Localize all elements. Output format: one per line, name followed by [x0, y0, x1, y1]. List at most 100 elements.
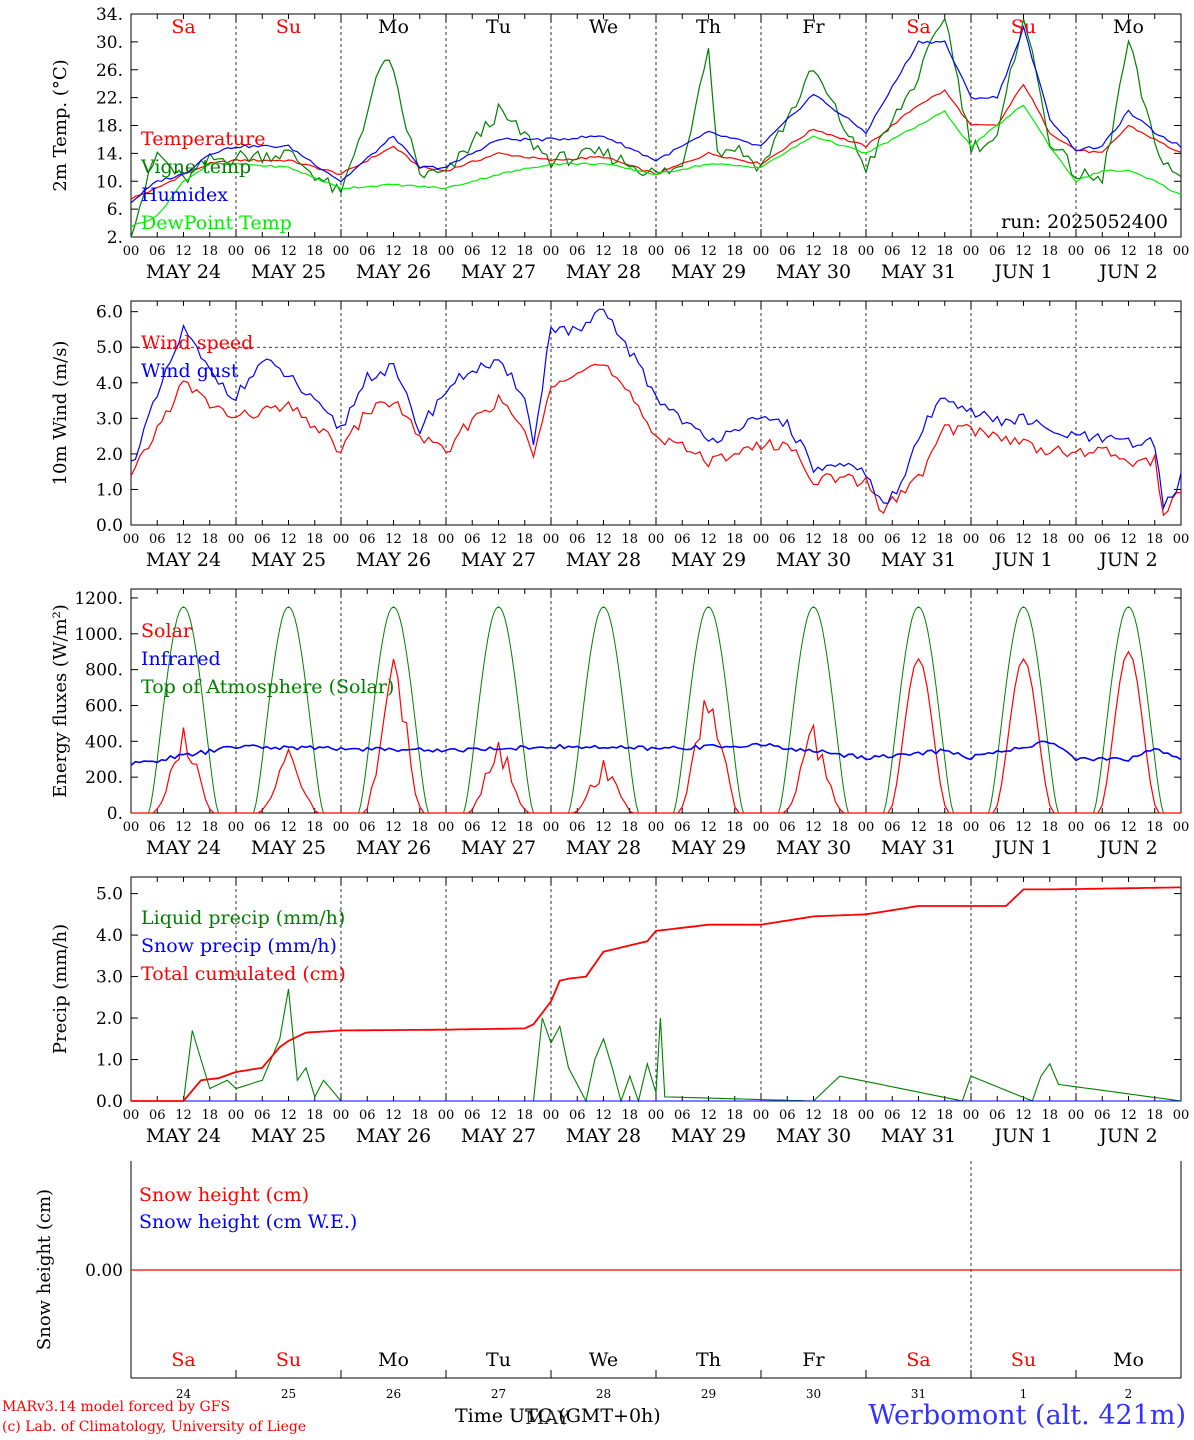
hour-tick-label: 00 — [963, 532, 980, 547]
hour-tick-label: 12 — [280, 244, 297, 259]
day-label: MAY 28 — [566, 261, 641, 283]
hour-tick-label: 00 — [963, 244, 980, 259]
hour-tick-label: 00 — [123, 244, 140, 259]
hour-tick-label: 12 — [175, 244, 192, 259]
day-number-label: 1 — [1020, 1387, 1028, 1401]
hour-tick-label: 00 — [123, 532, 140, 547]
y-tick-label: 800. — [85, 661, 123, 681]
y-tick-label: 3.0 — [96, 968, 123, 988]
weekday-label: Th — [696, 16, 721, 38]
hour-tick-label: 06 — [779, 244, 796, 259]
hour-tick-label: 00 — [648, 1108, 665, 1123]
snow-legend-item: Snow height (cm W.E.) — [139, 1211, 357, 1233]
hour-tick-label: 18 — [1146, 532, 1163, 547]
hour-tick-label: 18 — [411, 532, 428, 547]
hour-tick-label: 06 — [989, 1108, 1006, 1123]
temperature-legend-item: DewPoint Temp — [141, 212, 292, 234]
series-line-infrared — [130, 740, 1182, 766]
day-label: JUN 2 — [1097, 837, 1157, 859]
hour-tick-label: 12 — [805, 1108, 822, 1123]
hour-tick-label: 12 — [490, 1108, 507, 1123]
hour-tick-label: 06 — [569, 244, 586, 259]
hour-tick-label: 18 — [306, 1108, 323, 1123]
hour-tick-label: 18 — [516, 820, 533, 835]
y-tick-label: 0. — [107, 804, 123, 824]
hour-tick-label: 00 — [228, 532, 245, 547]
hour-tick-label: 18 — [201, 244, 218, 259]
day-label: MAY 24 — [146, 549, 221, 571]
hour-tick-label: 18 — [621, 1108, 638, 1123]
panel-5-y-axis-label: Snow height (cm) — [34, 1189, 55, 1350]
hour-tick-label: 06 — [779, 532, 796, 547]
hour-tick-label: 12 — [595, 1108, 612, 1123]
day-label: MAY 28 — [566, 549, 641, 571]
day-label: MAY 31 — [881, 261, 956, 283]
hour-tick-label: 12 — [1120, 532, 1137, 547]
day-label: MAY 30 — [776, 549, 851, 571]
hour-tick-label: 12 — [910, 532, 927, 547]
y-tick-label: 30. — [96, 33, 123, 53]
day-label: JUN 2 — [1097, 549, 1157, 571]
hour-tick-label: 18 — [201, 532, 218, 547]
hour-tick-label: 06 — [779, 1108, 796, 1123]
hour-tick-label: 06 — [674, 820, 691, 835]
hour-tick-label: 06 — [359, 244, 376, 259]
hour-tick-label: 12 — [1120, 820, 1137, 835]
weekday-label: Fr — [802, 16, 825, 38]
hour-tick-label: 00 — [333, 532, 350, 547]
series-line-wind-gust — [130, 308, 1182, 511]
hour-tick-label: 06 — [569, 1108, 586, 1123]
weekday-label: We — [589, 1349, 618, 1371]
hour-tick-label: 06 — [989, 532, 1006, 547]
hour-tick-label: 18 — [516, 1108, 533, 1123]
hour-tick-label: 00 — [753, 532, 770, 547]
hour-tick-label: 18 — [516, 244, 533, 259]
day-label: JUN 2 — [1097, 1125, 1157, 1147]
day-label: MAY 25 — [251, 549, 326, 571]
hour-tick-label: 00 — [963, 820, 980, 835]
hour-tick-label: 00 — [543, 244, 560, 259]
hour-tick-label: 00 — [333, 820, 350, 835]
day-label: MAY 24 — [146, 261, 221, 283]
hour-tick-label: 00 — [1068, 244, 1085, 259]
hour-tick-label: 18 — [726, 244, 743, 259]
weekday-label: Sa — [171, 1349, 195, 1371]
station-name: Werbomont (alt. 421m) — [868, 1400, 1186, 1431]
series-line-dewpoint-temp — [130, 104, 1182, 228]
hour-tick-label: 06 — [464, 820, 481, 835]
hour-tick-label: 00 — [858, 820, 875, 835]
hour-tick-label: 00 — [1173, 820, 1190, 835]
day-label: MAY 31 — [881, 549, 956, 571]
day-label: MAY 27 — [461, 261, 536, 283]
y-tick-label: 6.0 — [96, 303, 123, 323]
hour-tick-label: 12 — [490, 244, 507, 259]
hour-tick-label: 00 — [333, 244, 350, 259]
hour-tick-label: 00 — [753, 1108, 770, 1123]
hour-tick-label: 18 — [516, 532, 533, 547]
hour-tick-label: 06 — [1094, 1108, 1111, 1123]
hour-tick-label: 12 — [280, 820, 297, 835]
hour-tick-label: 06 — [674, 1108, 691, 1123]
wind-legend-item: Wind speed — [141, 332, 253, 354]
hour-tick-label: 18 — [306, 532, 323, 547]
hour-tick-label: 00 — [858, 244, 875, 259]
hour-tick-label: 18 — [1146, 820, 1163, 835]
hour-tick-label: 06 — [254, 1108, 271, 1123]
day-label: MAY 27 — [461, 1125, 536, 1147]
hour-tick-label: 06 — [884, 244, 901, 259]
day-label: JUN 1 — [992, 837, 1052, 859]
hour-tick-label: 12 — [805, 820, 822, 835]
y-tick-label: 1.0 — [96, 1051, 123, 1071]
hour-tick-label: 18 — [1041, 820, 1058, 835]
hour-tick-label: 06 — [359, 820, 376, 835]
hour-tick-label: 18 — [726, 532, 743, 547]
hour-tick-label: 12 — [1015, 820, 1032, 835]
day-label: MAY 27 — [461, 549, 536, 571]
day-label: MAY 29 — [671, 837, 746, 859]
hour-tick-label: 18 — [1041, 244, 1058, 259]
run-label: run: 2025052400 — [1001, 211, 1168, 233]
hour-tick-label: 00 — [753, 244, 770, 259]
y-tick-label: 2.0 — [96, 445, 123, 465]
hour-tick-label: 18 — [726, 820, 743, 835]
